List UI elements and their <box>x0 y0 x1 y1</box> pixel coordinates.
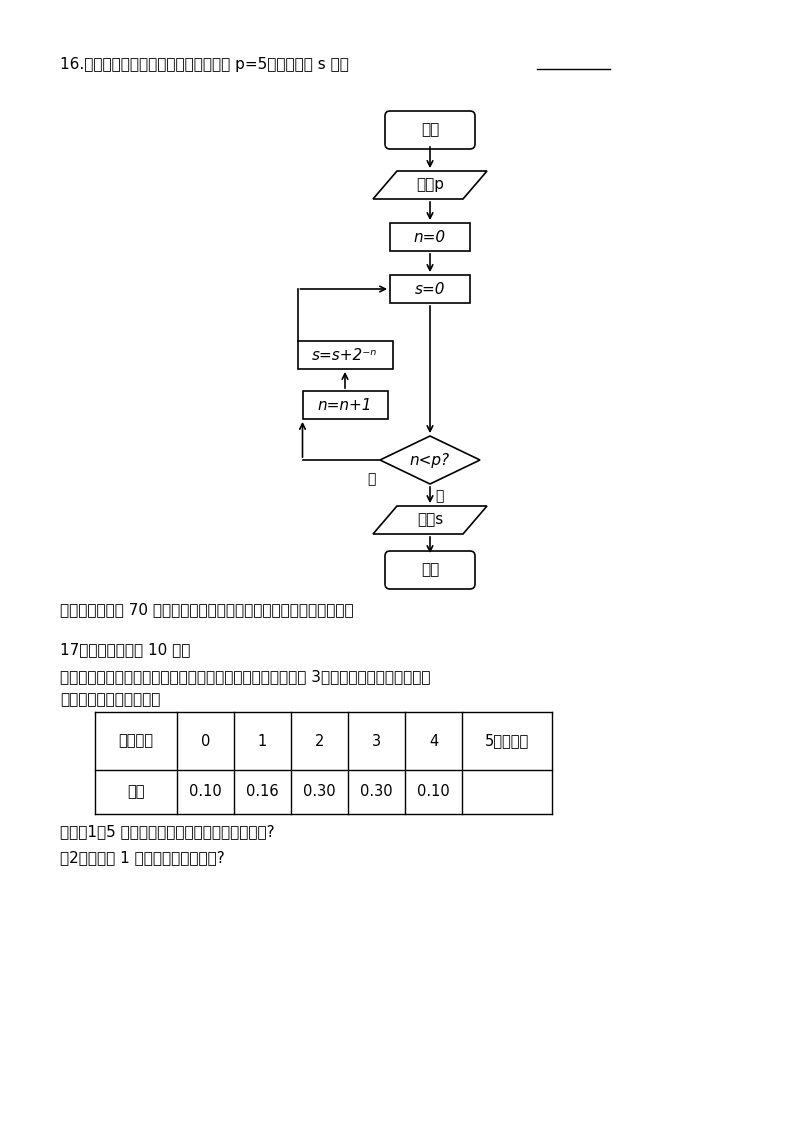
Text: 输出s: 输出s <box>417 512 443 528</box>
Text: n=n+1: n=n+1 <box>318 398 372 412</box>
Text: 0.16: 0.16 <box>246 785 279 800</box>
Text: 三、解答题：共 70 分。解答应写出文字说明、证明过程或演算步骤。: 三、解答题：共 70 分。解答应写出文字说明、证明过程或演算步骤。 <box>60 603 353 618</box>
Text: 0.10: 0.10 <box>417 785 450 800</box>
Text: 0: 0 <box>201 733 210 749</box>
Text: 求：（1）5 人及以上排队等候付款的概率是多少?: 求：（1）5 人及以上排队等候付款的概率是多少? <box>60 824 275 840</box>
Text: 0.10: 0.10 <box>189 785 222 800</box>
Text: 否: 否 <box>435 489 443 503</box>
Polygon shape <box>373 506 487 535</box>
Text: 1: 1 <box>258 733 267 749</box>
Polygon shape <box>373 171 487 199</box>
Text: s=0: s=0 <box>414 282 445 296</box>
FancyBboxPatch shape <box>385 551 475 588</box>
Bar <box>303 391 387 419</box>
Text: 概率: 概率 <box>127 785 145 800</box>
Bar <box>298 341 392 369</box>
Text: 由经验得知，在书店购买涛琢书业编写的高中数学新课标必修 3《红对勾》丛书时，等候付: 由经验得知，在书店购买涛琢书业编写的高中数学新课标必修 3《红对勾》丛书时，等候… <box>60 669 430 685</box>
Polygon shape <box>380 436 480 484</box>
Text: s=s+2⁻ⁿ: s=s+2⁻ⁿ <box>312 347 378 363</box>
Text: n=0: n=0 <box>414 229 446 245</box>
FancyBboxPatch shape <box>385 111 475 149</box>
Text: 5人及以上: 5人及以上 <box>485 733 529 749</box>
Bar <box>390 223 470 252</box>
Text: 排队人数: 排队人数 <box>118 733 153 749</box>
Text: 4: 4 <box>429 733 438 749</box>
Text: 结束: 结束 <box>421 563 439 577</box>
Text: 输入p: 输入p <box>416 177 444 192</box>
Text: （2）至多有 1 人排队的概率是多少?: （2）至多有 1 人排队的概率是多少? <box>60 850 225 866</box>
Text: n<p?: n<p? <box>410 453 450 467</box>
Text: 是: 是 <box>368 472 376 486</box>
Text: 16.　执行如下图的程序框图，如果输入 p=5，则输出的 s 等于: 16. 执行如下图的程序框图，如果输入 p=5，则输出的 s 等于 <box>60 57 349 73</box>
Text: 17．（本小题满分 10 分）: 17．（本小题满分 10 分） <box>60 642 191 657</box>
Text: 2: 2 <box>314 733 324 749</box>
Text: 0.30: 0.30 <box>303 785 336 800</box>
Text: 3: 3 <box>372 733 381 749</box>
Text: 开始: 开始 <box>421 122 439 137</box>
Bar <box>390 275 470 303</box>
Text: 款的人数及概率如下表：: 款的人数及概率如下表： <box>60 693 160 707</box>
Text: 0.30: 0.30 <box>360 785 393 800</box>
